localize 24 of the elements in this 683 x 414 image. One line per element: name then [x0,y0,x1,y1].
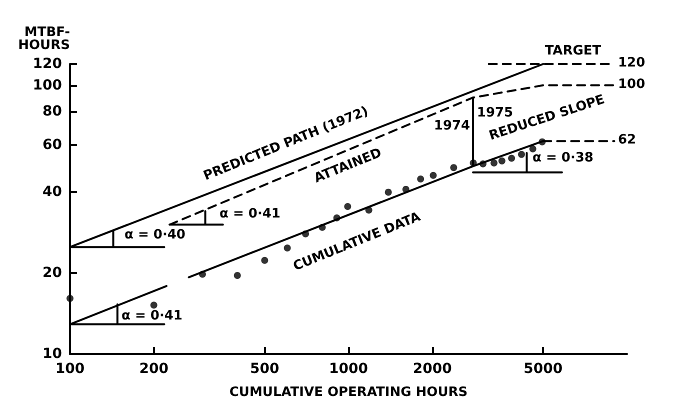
x-tick-label: 100 [55,361,85,377]
annotation: α = 0·41 [122,308,182,324]
y-axis-title: MTBF- HOURS [18,25,70,53]
x-axis-title: CUMULATIVE OPERATING HOURS [229,385,468,400]
annotation: α = 0·38 [532,150,594,166]
x-tick-label: 2000 [412,361,452,377]
y-tick-label: 40 [42,184,62,200]
annotation: 120 [618,56,646,70]
y-tick-label: 80 [42,103,62,120]
x-tick-label: 1000 [329,361,368,377]
y-tick-label: 20 [42,265,62,282]
y-tick-label: 60 [42,136,62,153]
annotation: 62 [618,132,636,148]
annotation: 1974 [434,118,470,134]
text: TARGET [544,44,602,58]
annotation: α = 0·40 [124,228,186,242]
x-tick-label: 500 [250,361,280,377]
annotation: α = 0·41 [220,206,280,222]
y-tick-label: 120 [32,56,62,72]
y-tick-label: 100 [32,77,62,94]
annotation: 100 [618,77,646,92]
x-tick-label: 200 [139,361,169,377]
y-tick-label: 10 [42,346,62,362]
x-tick-label: 5000 [524,361,563,377]
